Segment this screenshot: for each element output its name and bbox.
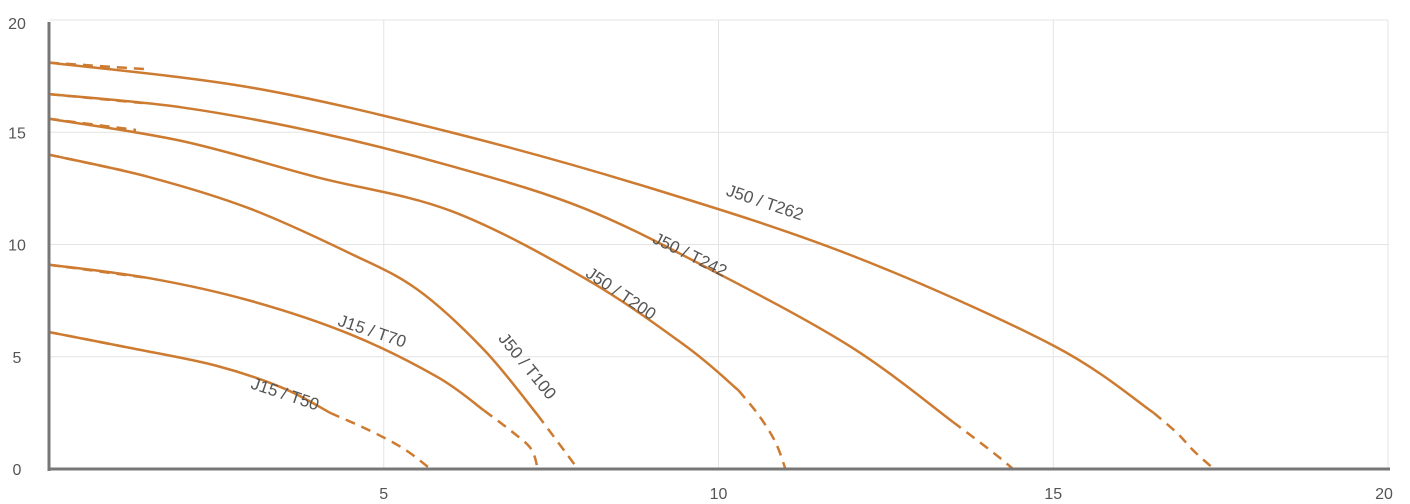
curve-dashed-end-j15-t70 <box>483 409 539 470</box>
curve-label-j15-t50: J15 / T50 <box>249 374 322 414</box>
curve-solid-j50-t100 <box>48 153 539 416</box>
x-tick-label: 15 <box>1044 486 1062 503</box>
curve-dashed-start-j15-t70 <box>48 263 150 280</box>
curves <box>48 61 1215 470</box>
y-tick-label: 20 <box>8 16 26 33</box>
axes <box>47 22 1390 471</box>
x-tick-label: 20 <box>1375 486 1393 503</box>
y-tick-label: 15 <box>8 125 26 142</box>
curve-j50-t100 <box>48 153 579 470</box>
curve-dashed-end-j50-t200 <box>737 389 787 470</box>
y-tick-label: 5 <box>13 350 22 367</box>
curve-solid-j50-t262 <box>48 61 1155 414</box>
curve-dashed-end-j50-t262 <box>1152 411 1215 470</box>
grid-lines <box>49 19 1389 469</box>
curve-solid-j50-t200 <box>48 117 740 392</box>
curve-solid-j15-t70 <box>48 263 485 412</box>
curve-label-j50-t262: J50 / T262 <box>724 181 806 224</box>
curve-dashed-end-j50-t100 <box>536 414 579 470</box>
curve-solid-j15-t50 <box>48 330 331 414</box>
curve-label-j15-t70: J15 / T70 <box>336 311 409 351</box>
curve-dashed-start-j50-t262 <box>48 61 150 71</box>
curve-j50-t262 <box>48 61 1215 470</box>
curve-j50-t242 <box>48 92 1014 470</box>
curve-dashed-end-j50-t242 <box>952 420 1014 470</box>
curve-dashed-start-j50-t100 <box>48 153 123 172</box>
curve-j15-t70 <box>48 263 539 470</box>
x-tick-label: 5 <box>379 486 388 503</box>
curve-label-j50-t100: J50 / T100 <box>494 329 560 403</box>
curve-dashed-start-j15-t50 <box>48 330 130 349</box>
y-tick-label: 0 <box>13 462 22 479</box>
curve-label-j50-t200: J50 / T200 <box>582 263 659 323</box>
tick-labels: 5 10 15 20 0 5 10 15 20 <box>8 16 1393 503</box>
curve-j15-t50 <box>48 330 432 470</box>
x-tick-label: 10 <box>710 486 728 503</box>
curve-j50-t200 <box>48 117 787 470</box>
curve-dashed-end-j15-t50 <box>329 411 432 470</box>
curve-labels: J15 / T50 J15 / T70 J50 / T100 J50 / T200 J5… <box>249 181 806 415</box>
curve-dashed-start-j50-t242 <box>48 92 143 105</box>
y-tick-label: 10 <box>8 238 26 255</box>
curve-dashed-start-j50-t200 <box>48 117 137 132</box>
curve-solid-j50-t242 <box>48 92 954 423</box>
